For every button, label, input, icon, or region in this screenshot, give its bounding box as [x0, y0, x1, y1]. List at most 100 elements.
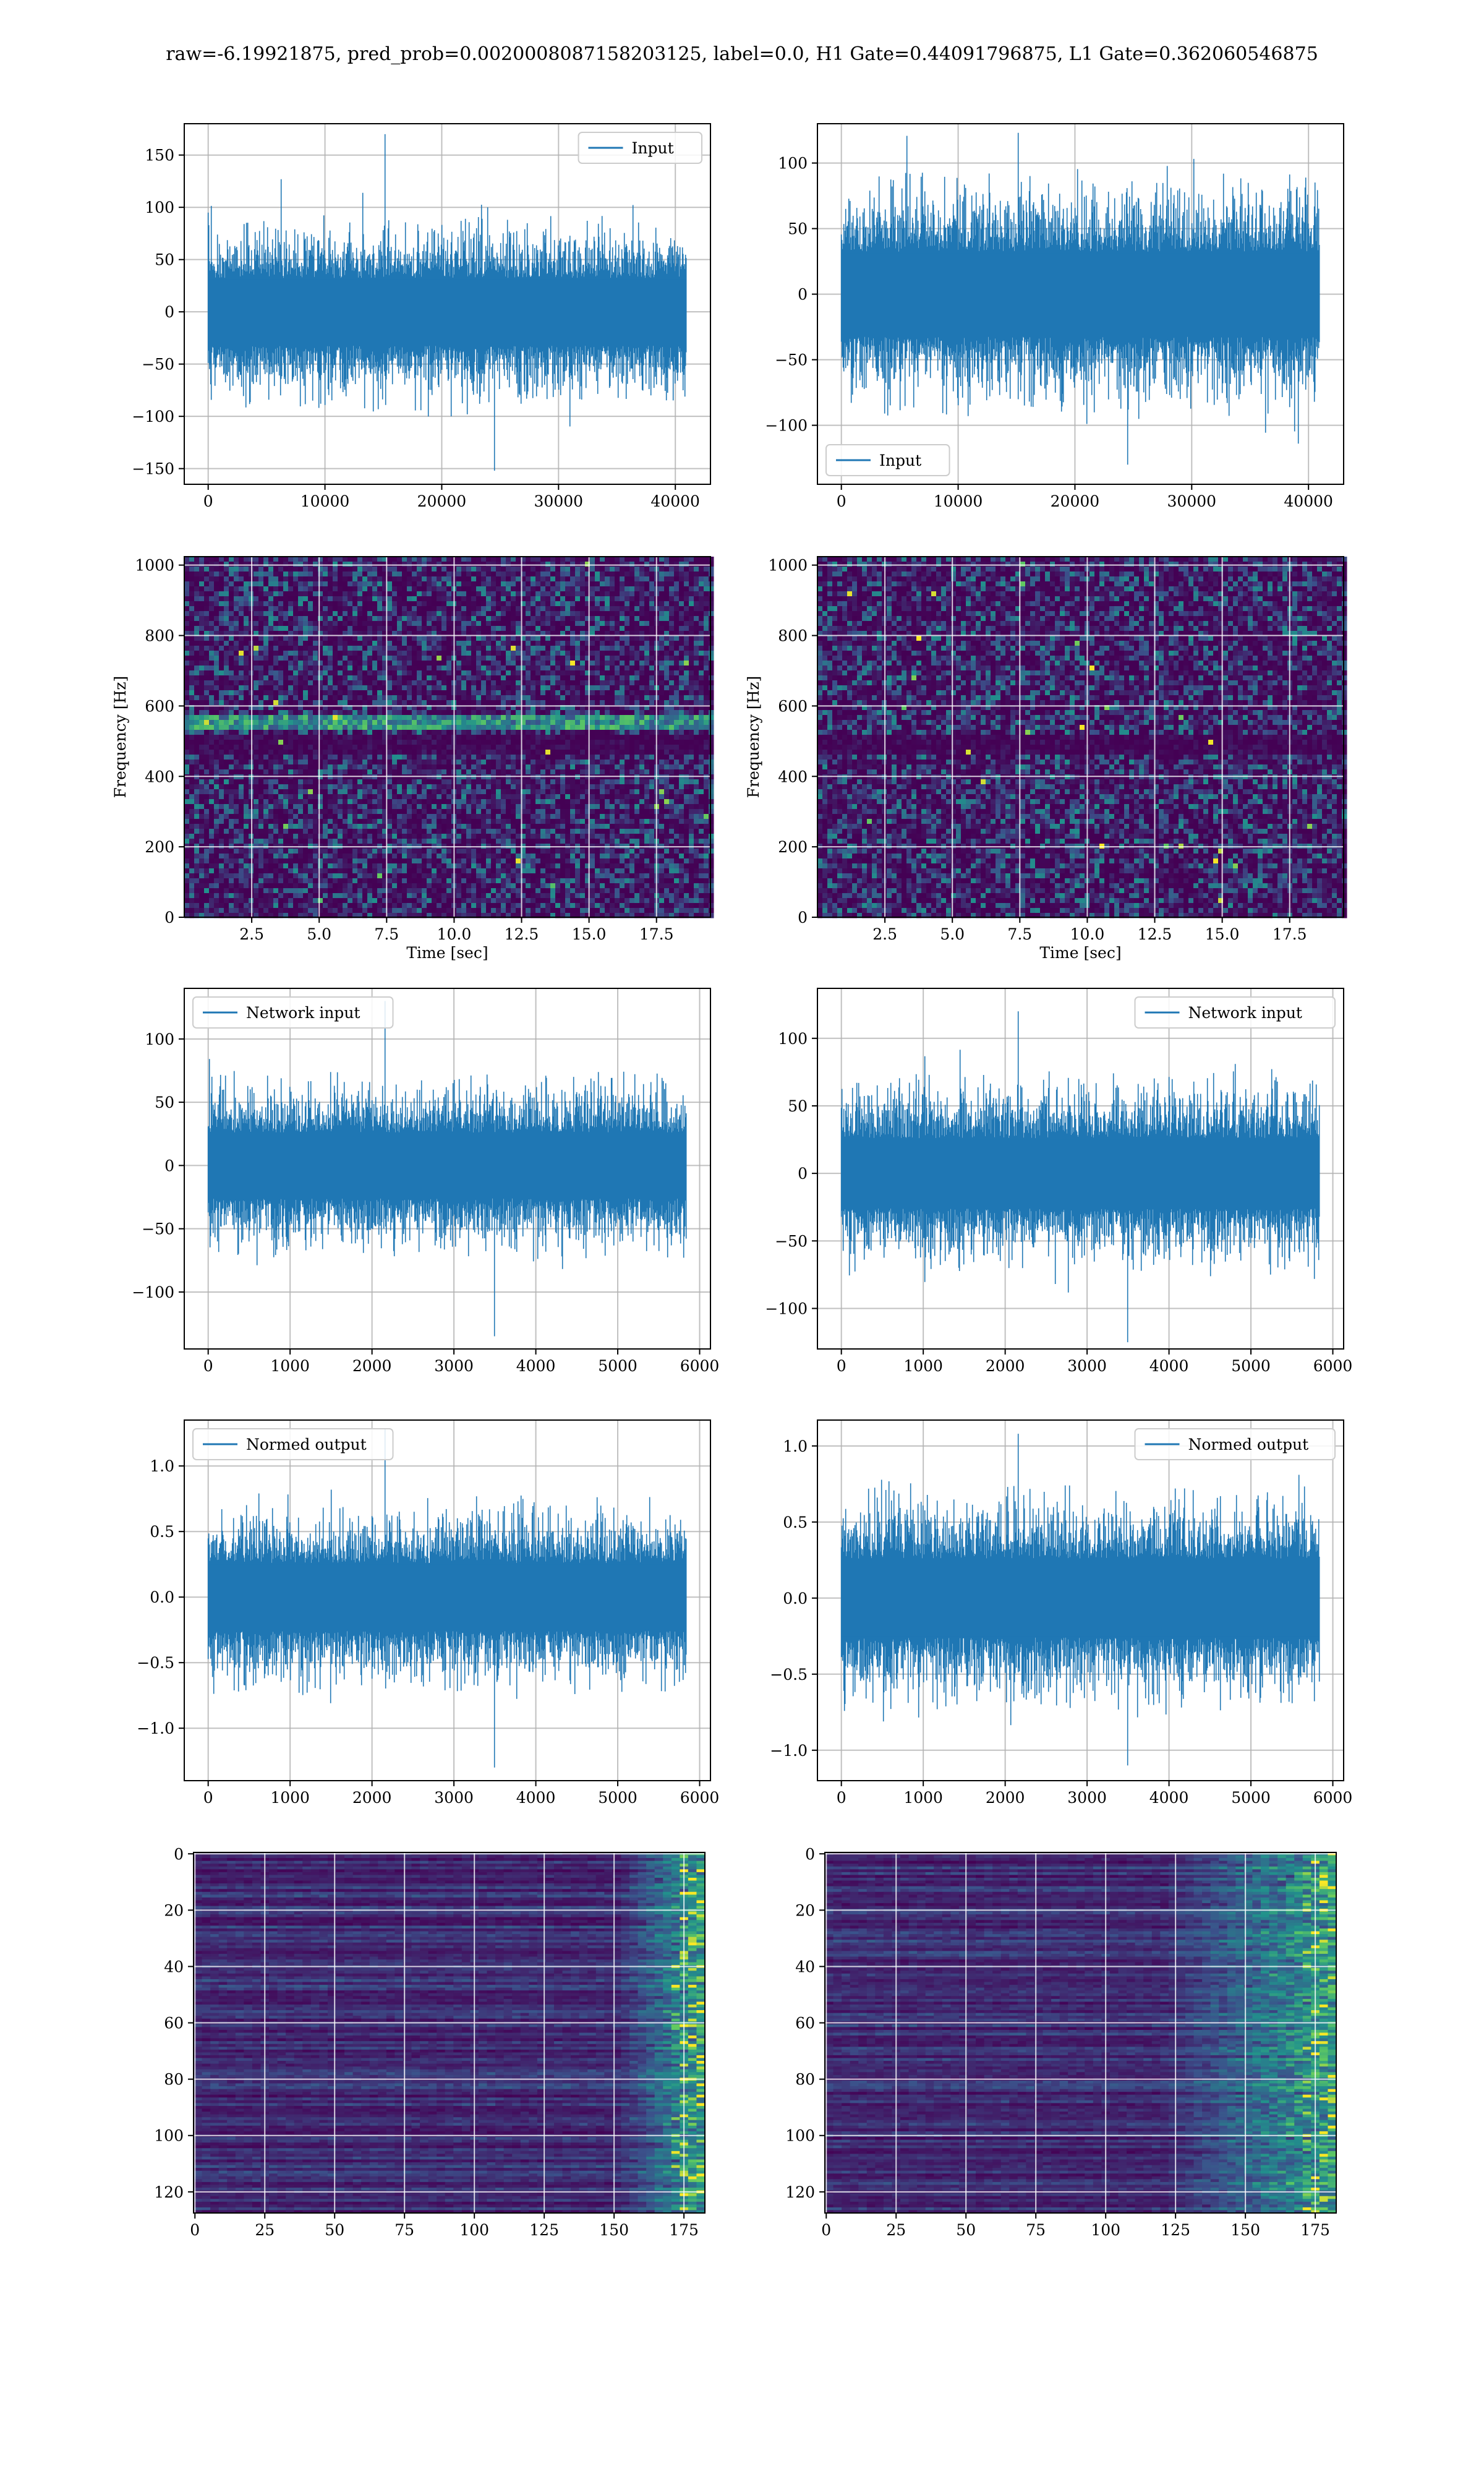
- heatmap-cell: [649, 611, 655, 617]
- heatmap-cell: [555, 611, 561, 617]
- heatmap-cell: [293, 601, 299, 607]
- heatmap-cell: [605, 591, 610, 597]
- heatmap-cell: [239, 557, 244, 562]
- heatmap-cell: [372, 557, 378, 562]
- heatmap-cell: [283, 656, 289, 661]
- heatmap-cell: [639, 661, 645, 666]
- heatmap-cell: [348, 730, 353, 735]
- heatmap-cell: [699, 557, 704, 562]
- heatmap-cell: [293, 695, 299, 701]
- heatmap-cell: [600, 576, 605, 582]
- heatmap-cell: [343, 720, 348, 726]
- heatmap-cell: [263, 779, 269, 785]
- heatmap-cell: [323, 567, 328, 572]
- heatmap-cell: [674, 661, 680, 666]
- heatmap-cell: [486, 596, 492, 602]
- heatmap-cell: [397, 616, 403, 622]
- heatmap-cell: [407, 725, 412, 730]
- heatmap-cell: [224, 651, 229, 656]
- heatmap-cell: [427, 601, 432, 607]
- heatmap-cell: [545, 586, 551, 592]
- heatmap-cell: [328, 670, 333, 676]
- heatmap-cell: [699, 730, 704, 735]
- heatmap-cell: [605, 750, 610, 755]
- heatmap-cell: [313, 571, 318, 577]
- heatmap-cell: [461, 745, 467, 750]
- heatmap-cell: [550, 621, 556, 627]
- heatmap-cell: [338, 571, 343, 577]
- heatmap-cell: [268, 695, 274, 701]
- heatmap-cell: [481, 715, 487, 721]
- heatmap-cell: [407, 636, 412, 641]
- heatmap-cell: [229, 571, 234, 577]
- heatmap-cell: [704, 636, 709, 641]
- heatmap-cell: [343, 606, 348, 612]
- heatmap-cell: [214, 636, 220, 641]
- heatmap-cell: [476, 675, 482, 681]
- heatmap-cell: [669, 769, 675, 775]
- heatmap-cell: [333, 571, 338, 577]
- heatmap-cell: [634, 636, 640, 641]
- heatmap-cell: [540, 764, 546, 770]
- heatmap-cell: [392, 735, 398, 740]
- heatmap-cell: [313, 680, 318, 686]
- heatmap-cell: [659, 621, 665, 627]
- heatmap-cell: [441, 666, 447, 671]
- heatmap-cell: [263, 562, 269, 567]
- heatmap-cell: [258, 581, 264, 587]
- heatmap-cell: [496, 680, 501, 686]
- heatmap-cell: [535, 740, 541, 745]
- heatmap-cell: [605, 606, 610, 612]
- heatmap-cell: [471, 581, 477, 587]
- heatmap-cell: [437, 656, 442, 661]
- heatmap-cell: [674, 695, 680, 701]
- heatmap-cell: [446, 680, 452, 686]
- heatmap-cell: [422, 626, 427, 631]
- heatmap-cell: [412, 715, 417, 721]
- heatmap-cell: [288, 745, 294, 750]
- heatmap-cell: [333, 641, 338, 646]
- heatmap-cell: [620, 576, 625, 582]
- heatmap-cell: [397, 735, 403, 740]
- heatmap-cell: [535, 601, 541, 607]
- heatmap-cell: [615, 557, 620, 562]
- heatmap-cell: [343, 740, 348, 745]
- heatmap-cell: [709, 601, 714, 607]
- heatmap-cell: [254, 656, 259, 661]
- heatmap-cell: [432, 730, 437, 735]
- heatmap-cell: [189, 695, 195, 701]
- heatmap-cell: [580, 740, 586, 745]
- heatmap-cell: [486, 606, 492, 612]
- heatmap-cell: [684, 571, 689, 577]
- heatmap-cell: [219, 656, 224, 661]
- heatmap-cell: [516, 685, 521, 691]
- heatmap-cell: [219, 730, 224, 735]
- heatmap-cell: [694, 769, 699, 775]
- heatmap-cell: [446, 725, 452, 730]
- heatmap-cell: [605, 715, 610, 721]
- heatmap-cell: [293, 611, 299, 617]
- heatmap-cell: [570, 641, 576, 646]
- heatmap-cell: [476, 606, 482, 612]
- heatmap-cell: [367, 670, 373, 676]
- heatmap-cell: [471, 626, 477, 631]
- heatmap-cell: [298, 695, 304, 701]
- heatmap-cell: [486, 651, 492, 656]
- heatmap-cell: [348, 740, 353, 745]
- heatmap-cell: [531, 700, 536, 706]
- heatmap-cell: [254, 730, 259, 735]
- heatmap-cell: [422, 750, 427, 755]
- heatmap-cell: [244, 621, 249, 627]
- heatmap-cell: [258, 755, 264, 760]
- heatmap-cell: [239, 735, 244, 740]
- heatmap-cell: [288, 769, 294, 775]
- heatmap-cell: [555, 670, 561, 676]
- heatmap-cell: [540, 769, 546, 775]
- heatmap-cell: [427, 764, 432, 770]
- heatmap-cell: [397, 661, 403, 666]
- heatmap-cell: [308, 586, 313, 592]
- heatmap-cell: [244, 616, 249, 622]
- heatmap-cell: [446, 646, 452, 651]
- heatmap-cell: [684, 591, 689, 597]
- heatmap-cell: [184, 779, 190, 785]
